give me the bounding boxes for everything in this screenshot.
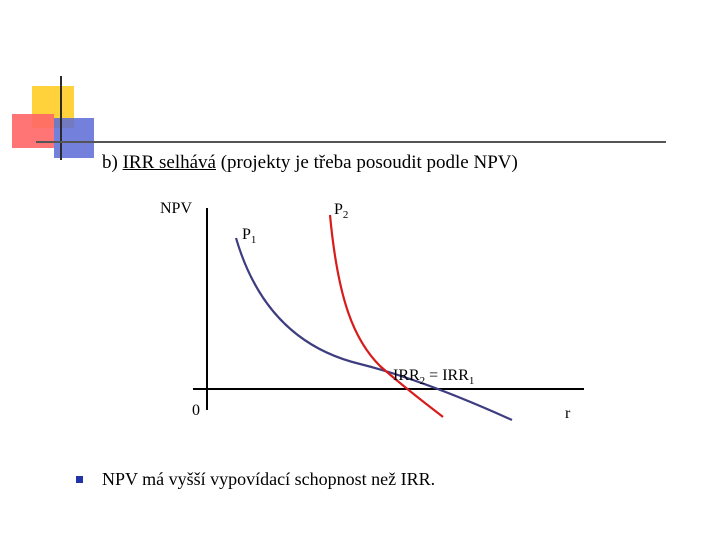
irr-left-index: 2 — [419, 375, 426, 387]
x-axis-label: r — [565, 405, 571, 422]
curve-p2 — [328, 214, 444, 418]
irr-right-index: 1 — [468, 375, 475, 387]
bullet-note: NPV má vyšší vypovídací schopnost než IR… — [102, 469, 436, 489]
irr-mid-text: = IRR — [425, 367, 469, 384]
curve-p2-letter: P — [334, 201, 343, 218]
title-divider-line — [36, 141, 666, 143]
curve-p2-label: P2 — [334, 201, 348, 221]
curve-p2-index: 2 — [342, 209, 349, 221]
heading-rest: (projekty je třeba posoudit podle NPV) — [215, 152, 518, 173]
curve-p1-letter: P — [242, 226, 251, 243]
irr-left-text: IRR — [393, 367, 420, 384]
intersection-label: IRR2 = IRR1 — [393, 367, 474, 387]
heading-underlined: IRR selhává — [122, 152, 216, 173]
curve-p1 — [234, 237, 513, 422]
heading-prefix: b) — [102, 152, 123, 173]
origin-label: 0 — [192, 402, 200, 419]
slide-heading: b) IRR selhává (projekty je třeba posoud… — [102, 152, 518, 174]
decor-vertical-line — [60, 76, 62, 160]
bullet-square-icon — [76, 476, 83, 483]
y-axis-label: NPV — [160, 200, 193, 217]
curve-p1-label: P1 — [242, 226, 256, 246]
curve-p1-index: 1 — [250, 234, 257, 246]
